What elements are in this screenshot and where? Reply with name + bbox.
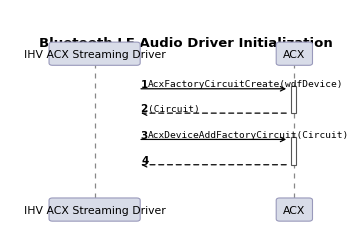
- Text: AcxDeviceAddFactoryCircuit(Circuit): AcxDeviceAddFactoryCircuit(Circuit): [148, 131, 349, 140]
- Text: 4: 4: [141, 155, 148, 165]
- FancyBboxPatch shape: [276, 198, 313, 221]
- FancyBboxPatch shape: [49, 43, 140, 66]
- Text: ACX: ACX: [283, 205, 306, 215]
- Text: 1: 1: [141, 80, 152, 89]
- Text: (Circuit): (Circuit): [148, 104, 200, 113]
- FancyBboxPatch shape: [276, 43, 313, 66]
- FancyBboxPatch shape: [291, 137, 296, 165]
- Text: AcxFactoryCircuitCreate(wdfDevice): AcxFactoryCircuitCreate(wdfDevice): [148, 80, 343, 89]
- Text: 2: 2: [141, 104, 152, 114]
- Text: ACX: ACX: [283, 49, 306, 59]
- Text: IHV ACX Streaming Driver: IHV ACX Streaming Driver: [24, 49, 166, 59]
- Text: 3: 3: [141, 130, 152, 140]
- FancyBboxPatch shape: [49, 198, 140, 221]
- FancyBboxPatch shape: [291, 86, 296, 114]
- Text: IHV ACX Streaming Driver: IHV ACX Streaming Driver: [24, 205, 166, 215]
- Text: Bluetooth LE Audio Driver Initialization: Bluetooth LE Audio Driver Initialization: [39, 37, 333, 50]
